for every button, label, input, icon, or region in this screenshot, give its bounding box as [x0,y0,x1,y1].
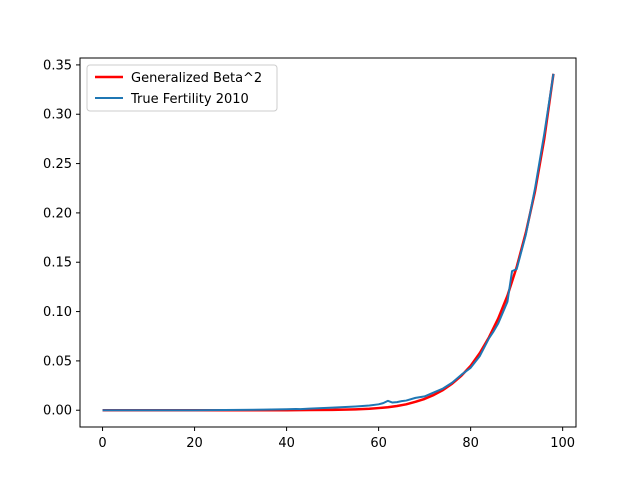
y-tick-label: 0.15 [43,256,72,271]
y-tick-label: 0.35 [43,58,72,73]
y-tick-label: 0.05 [43,354,72,369]
y-tick-label: 0.25 [43,157,72,172]
series-line-true-fertility [102,73,555,412]
legend: Generalized Beta^2 True Fertility 2010 [86,64,278,112]
y-axis: 0.00 0.05 0.10 0.15 0.20 0.25 0.30 0.35 [43,58,80,419]
y-tick-label: 0.20 [43,206,72,221]
y-tick-label: 0.10 [43,305,72,320]
legend-label-generalized-beta: Generalized Beta^2 [131,71,262,86]
y-tick-label: 0.30 [43,108,72,123]
plot-area [80,58,576,427]
x-axis: 0 20 40 60 80 100 [98,427,575,451]
y-tick-label: 0.00 [43,404,72,419]
plot-frame [79,57,577,428]
x-tick-label: 60 [370,436,387,451]
legend-label-true-fertility: True Fertility 2010 [130,92,249,107]
x-tick-label: 80 [462,436,479,451]
series-layer [102,73,555,412]
legend-box [86,64,278,112]
x-tick-label: 20 [186,436,203,451]
x-tick-label: 0 [98,436,106,451]
x-tick-label: 100 [550,436,575,451]
x-tick-label: 40 [278,436,295,451]
